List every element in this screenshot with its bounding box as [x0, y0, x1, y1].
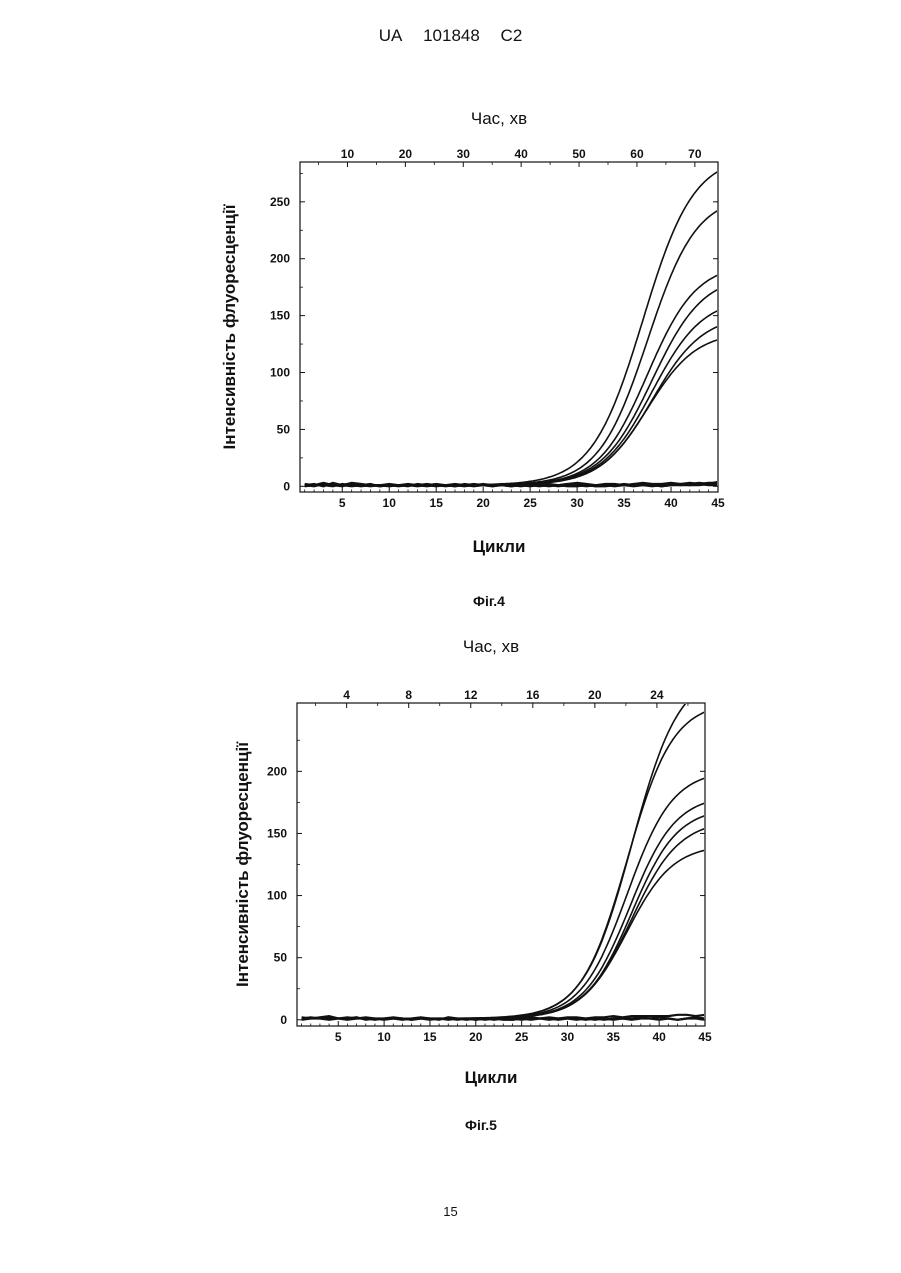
- y-axis-title: Інтенсивність флуоресценції: [233, 741, 252, 987]
- y-tick-label: 50: [274, 951, 288, 965]
- top-tick-label: 70: [688, 147, 702, 161]
- y-tick-label: 200: [270, 252, 290, 266]
- top-tick-label: 12: [464, 688, 478, 702]
- top-axis-title: Час, хв: [471, 109, 527, 128]
- x-tick-label: 35: [607, 1030, 621, 1044]
- x-tick-label: 35: [617, 496, 631, 510]
- top-tick-label: 4: [343, 688, 350, 702]
- top-tick-label: 40: [514, 147, 528, 161]
- amplification-curve: [305, 340, 718, 486]
- amplification-curve: [302, 778, 705, 1018]
- amplification-curve: [305, 289, 718, 485]
- y-tick-label: 100: [270, 366, 290, 380]
- top-tick-label: 8: [405, 688, 412, 702]
- x-tick-label: 45: [711, 496, 725, 510]
- figure-caption: Фіг.4: [473, 593, 505, 609]
- x-tick-label: 10: [383, 496, 397, 510]
- top-tick-label: 20: [399, 147, 413, 161]
- x-tick-label: 5: [339, 496, 346, 510]
- x-tick-label: 10: [377, 1030, 391, 1044]
- top-tick-label: 50: [572, 147, 586, 161]
- x-tick-label: 40: [664, 496, 678, 510]
- x-tick-label: 25: [523, 496, 537, 510]
- figure-4-chart: 5 10 15 20 25 30 35 40 45 10 20 30 40 50 60 70 0 50 100 150…: [0, 0, 901, 620]
- x-tick-label: 5: [335, 1030, 342, 1044]
- plot-area: [302, 686, 705, 1020]
- figure-5-chart: 5 10 15 20 25 30 35 40 45 4 8 12 16 20 24 0 50 100 150 200 Ч…: [0, 620, 901, 1160]
- top-tick-label: 24: [650, 688, 664, 702]
- y-tick-label: 0: [280, 1013, 287, 1027]
- x-tick-label: 30: [561, 1030, 575, 1044]
- y-tick-label: 0: [283, 479, 290, 493]
- x-tick-label: 30: [570, 496, 584, 510]
- amplification-curve: [302, 803, 705, 1019]
- plot-area: [305, 171, 718, 486]
- x-tick-label: 15: [430, 496, 444, 510]
- page-number: 15: [0, 1204, 901, 1219]
- top-tick-label: 20: [588, 688, 602, 702]
- amplification-curve: [305, 311, 718, 486]
- top-tick-label: 30: [457, 147, 471, 161]
- plot-frame: [300, 162, 718, 492]
- x-tick-label: 15: [423, 1030, 437, 1044]
- x-tick-label: 45: [698, 1030, 712, 1044]
- y-tick-label: 100: [267, 889, 287, 903]
- amplification-curve: [302, 816, 705, 1019]
- y-tick-label: 200: [267, 764, 287, 778]
- amplification-curve: [302, 850, 705, 1018]
- amplification-curve: [305, 171, 718, 485]
- amplification-curve: [305, 275, 718, 485]
- x-tick-label: 40: [652, 1030, 666, 1044]
- x-axis-title: Цикли: [465, 1068, 518, 1087]
- x-axis-title: Цикли: [473, 537, 526, 556]
- amplification-curve: [305, 210, 718, 485]
- amplification-curve: [302, 712, 705, 1019]
- y-tick-label: 250: [270, 195, 290, 209]
- y-tick-label: 150: [267, 826, 287, 840]
- x-tick-label: 25: [515, 1030, 529, 1044]
- amplification-curve: [305, 326, 718, 485]
- top-tick-label: 10: [341, 147, 355, 161]
- y-tick-label: 150: [270, 309, 290, 323]
- x-tick-label: 20: [476, 496, 490, 510]
- x-tick-label: 20: [469, 1030, 483, 1044]
- top-axis-title: Час, хв: [463, 637, 519, 656]
- y-axis-title: Інтенсивність флуоресценції: [220, 203, 239, 449]
- amplification-curve: [302, 686, 705, 1019]
- amplification-curve: [302, 829, 705, 1019]
- y-tick-label: 50: [277, 422, 291, 436]
- top-tick-label: 60: [630, 147, 644, 161]
- plot-frame: [297, 703, 705, 1026]
- figure-caption: Фіг.5: [465, 1117, 497, 1133]
- top-tick-label: 16: [526, 688, 540, 702]
